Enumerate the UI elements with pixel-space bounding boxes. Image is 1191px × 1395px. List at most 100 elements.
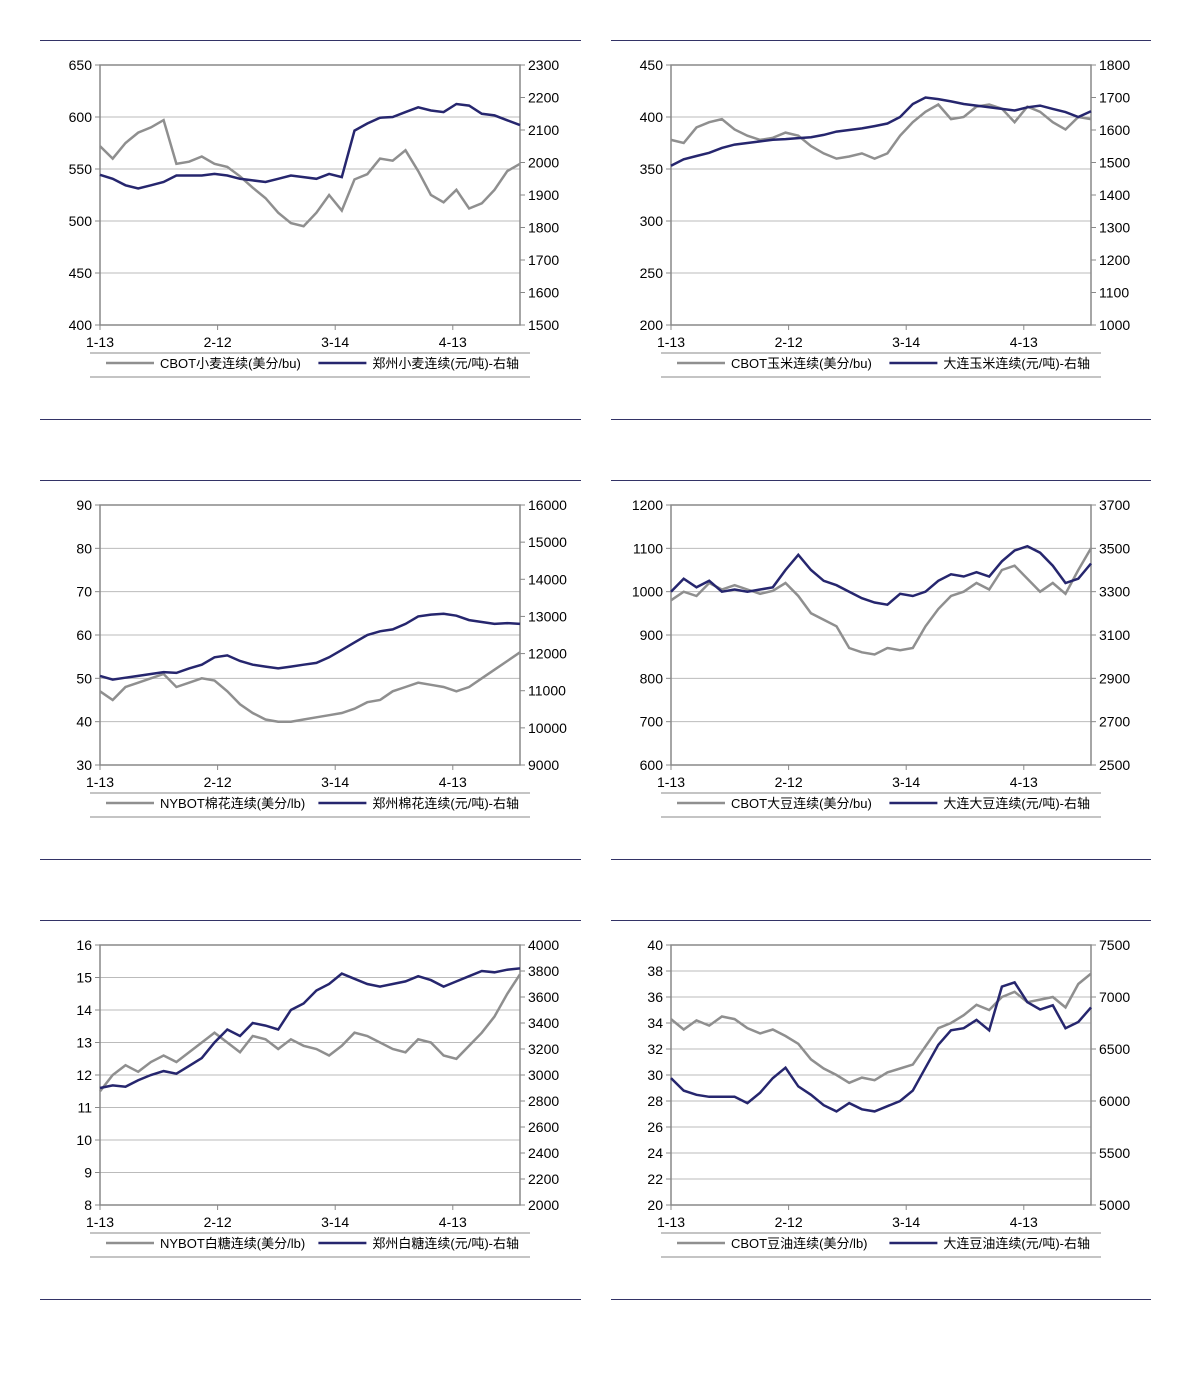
y2-tick-label: 2600 [528, 1119, 559, 1135]
x-tick-label: 4-13 [439, 1214, 467, 1230]
y2-tick-label: 10000 [528, 720, 567, 736]
x-tick-label: 1-13 [86, 774, 114, 790]
x-tick-label: 4-13 [1009, 1214, 1037, 1230]
y1-tick-label: 36 [647, 989, 663, 1005]
y1-tick-label: 600 [69, 109, 93, 125]
y1-tick-label: 400 [639, 109, 663, 125]
y1-tick-label: 15 [76, 970, 92, 986]
y1-tick-label: 1200 [631, 497, 662, 513]
y1-tick-label: 38 [647, 963, 663, 979]
y2-tick-label: 11000 [528, 683, 566, 699]
y2-tick-label: 3100 [1099, 627, 1130, 643]
y2-tick-label: 9000 [528, 757, 559, 773]
y1-tick-label: 26 [647, 1119, 663, 1135]
y2-tick-label: 2700 [1099, 714, 1130, 730]
y1-tick-label: 16 [76, 937, 92, 953]
x-tick-label: 1-13 [86, 1214, 114, 1230]
y2-tick-label: 3600 [528, 989, 559, 1005]
y2-tick-label: 2900 [1099, 670, 1130, 686]
wheat-chart: 4004505005506006501500160017001800190020… [40, 40, 581, 420]
y2-tick-label: 1700 [528, 252, 559, 268]
soyoil-legend1: CBOT豆油连续(美分/lb) [731, 1236, 868, 1251]
sugar-series1-line [100, 974, 520, 1091]
y1-tick-label: 30 [647, 1067, 663, 1083]
y1-tick-label: 250 [639, 265, 663, 281]
y2-tick-label: 3400 [528, 1015, 559, 1031]
soyoil-chart: 2022242628303234363840500055006000650070… [611, 920, 1152, 1300]
y1-tick-label: 300 [639, 213, 663, 229]
y1-tick-label: 600 [639, 757, 663, 773]
x-tick-label: 2-12 [204, 334, 232, 350]
x-tick-label: 3-14 [892, 334, 920, 350]
soyoil-series2-line [671, 982, 1091, 1111]
x-tick-label: 3-14 [321, 1214, 349, 1230]
y1-tick-label: 1100 [632, 540, 662, 556]
x-tick-label: 3-14 [321, 774, 349, 790]
soybean-series2-line [671, 546, 1091, 605]
x-tick-label: 1-13 [656, 1214, 684, 1230]
y2-tick-label: 1200 [1099, 252, 1130, 268]
y1-tick-label: 650 [69, 57, 93, 73]
y1-tick-label: 450 [69, 265, 93, 281]
y2-tick-label: 1300 [1099, 220, 1130, 236]
y1-tick-label: 450 [639, 57, 663, 73]
y2-tick-label: 1600 [528, 285, 559, 301]
x-tick-label: 1-13 [656, 774, 684, 790]
y2-tick-label: 3500 [1099, 540, 1130, 556]
y2-tick-label: 15000 [528, 534, 567, 550]
x-tick-label: 1-13 [656, 334, 684, 350]
corn-legend2: 大连玉米连续(元/吨)-右轴 [943, 356, 1090, 371]
y1-tick-label: 350 [639, 161, 663, 177]
y1-tick-label: 24 [647, 1145, 663, 1161]
wheat-legend2: 郑州小麦连续(元/吨)-右轴 [372, 356, 519, 371]
x-tick-label: 2-12 [204, 1214, 232, 1230]
y1-tick-label: 40 [76, 714, 92, 730]
x-tick-label: 3-14 [892, 774, 920, 790]
y1-tick-label: 11 [77, 1100, 92, 1116]
y1-tick-label: 200 [639, 317, 663, 333]
y1-tick-label: 80 [76, 540, 92, 556]
y1-tick-label: 30 [76, 757, 92, 773]
y2-tick-label: 2500 [1099, 757, 1130, 773]
sugar-legend1: NYBOT白糖连续(美分/lb) [160, 1236, 305, 1251]
soybean-legend2: 大连大豆连续(元/吨)-右轴 [943, 796, 1090, 811]
y1-tick-label: 800 [639, 670, 663, 686]
soybean-legend1: CBOT大豆连续(美分/bu) [731, 796, 872, 811]
sugar-legend2: 郑州白糖连续(元/吨)-右轴 [372, 1236, 519, 1251]
y2-tick-label: 1500 [528, 317, 559, 333]
x-tick-label: 2-12 [774, 1214, 802, 1230]
y2-tick-label: 2400 [528, 1145, 559, 1161]
y1-tick-label: 900 [639, 627, 663, 643]
y1-tick-label: 1000 [631, 584, 662, 600]
y1-tick-label: 70 [76, 584, 92, 600]
y1-tick-label: 40 [647, 937, 663, 953]
y2-tick-label: 7500 [1099, 937, 1130, 953]
cotton-legend1: NYBOT棉花连续(美分/lb) [160, 796, 305, 811]
x-tick-label: 3-14 [321, 334, 349, 350]
soybean-series1-line [671, 548, 1091, 654]
corn-legend1: CBOT玉米连续(美分/bu) [731, 356, 872, 371]
y1-tick-label: 550 [69, 161, 93, 177]
y2-tick-label: 5000 [1099, 1197, 1130, 1213]
y2-tick-label: 3800 [528, 963, 559, 979]
cotton-chart: 3040506070809090001000011000120001300014… [40, 480, 581, 860]
x-tick-label: 4-13 [1009, 774, 1037, 790]
y1-tick-label: 10 [76, 1132, 92, 1148]
wheat-series1-line [100, 120, 520, 226]
y2-tick-label: 3700 [1099, 497, 1130, 513]
y1-tick-label: 60 [76, 627, 92, 643]
y2-tick-label: 1000 [1099, 317, 1130, 333]
y2-tick-label: 5500 [1099, 1145, 1130, 1161]
y1-tick-label: 14 [76, 1002, 92, 1018]
y2-tick-label: 1100 [1099, 285, 1129, 301]
y1-tick-label: 12 [76, 1067, 92, 1083]
y2-tick-label: 1500 [1099, 155, 1130, 171]
x-tick-label: 4-13 [439, 774, 467, 790]
y1-tick-label: 34 [647, 1015, 663, 1031]
y1-tick-label: 500 [69, 213, 93, 229]
cotton-legend2: 郑州棉花连续(元/吨)-右轴 [372, 796, 519, 811]
corn-chart: 2002503003504004501000110012001300140015… [611, 40, 1152, 420]
y2-tick-label: 3200 [528, 1041, 559, 1057]
y1-tick-label: 22 [647, 1171, 663, 1187]
y2-tick-label: 7000 [1099, 989, 1130, 1005]
